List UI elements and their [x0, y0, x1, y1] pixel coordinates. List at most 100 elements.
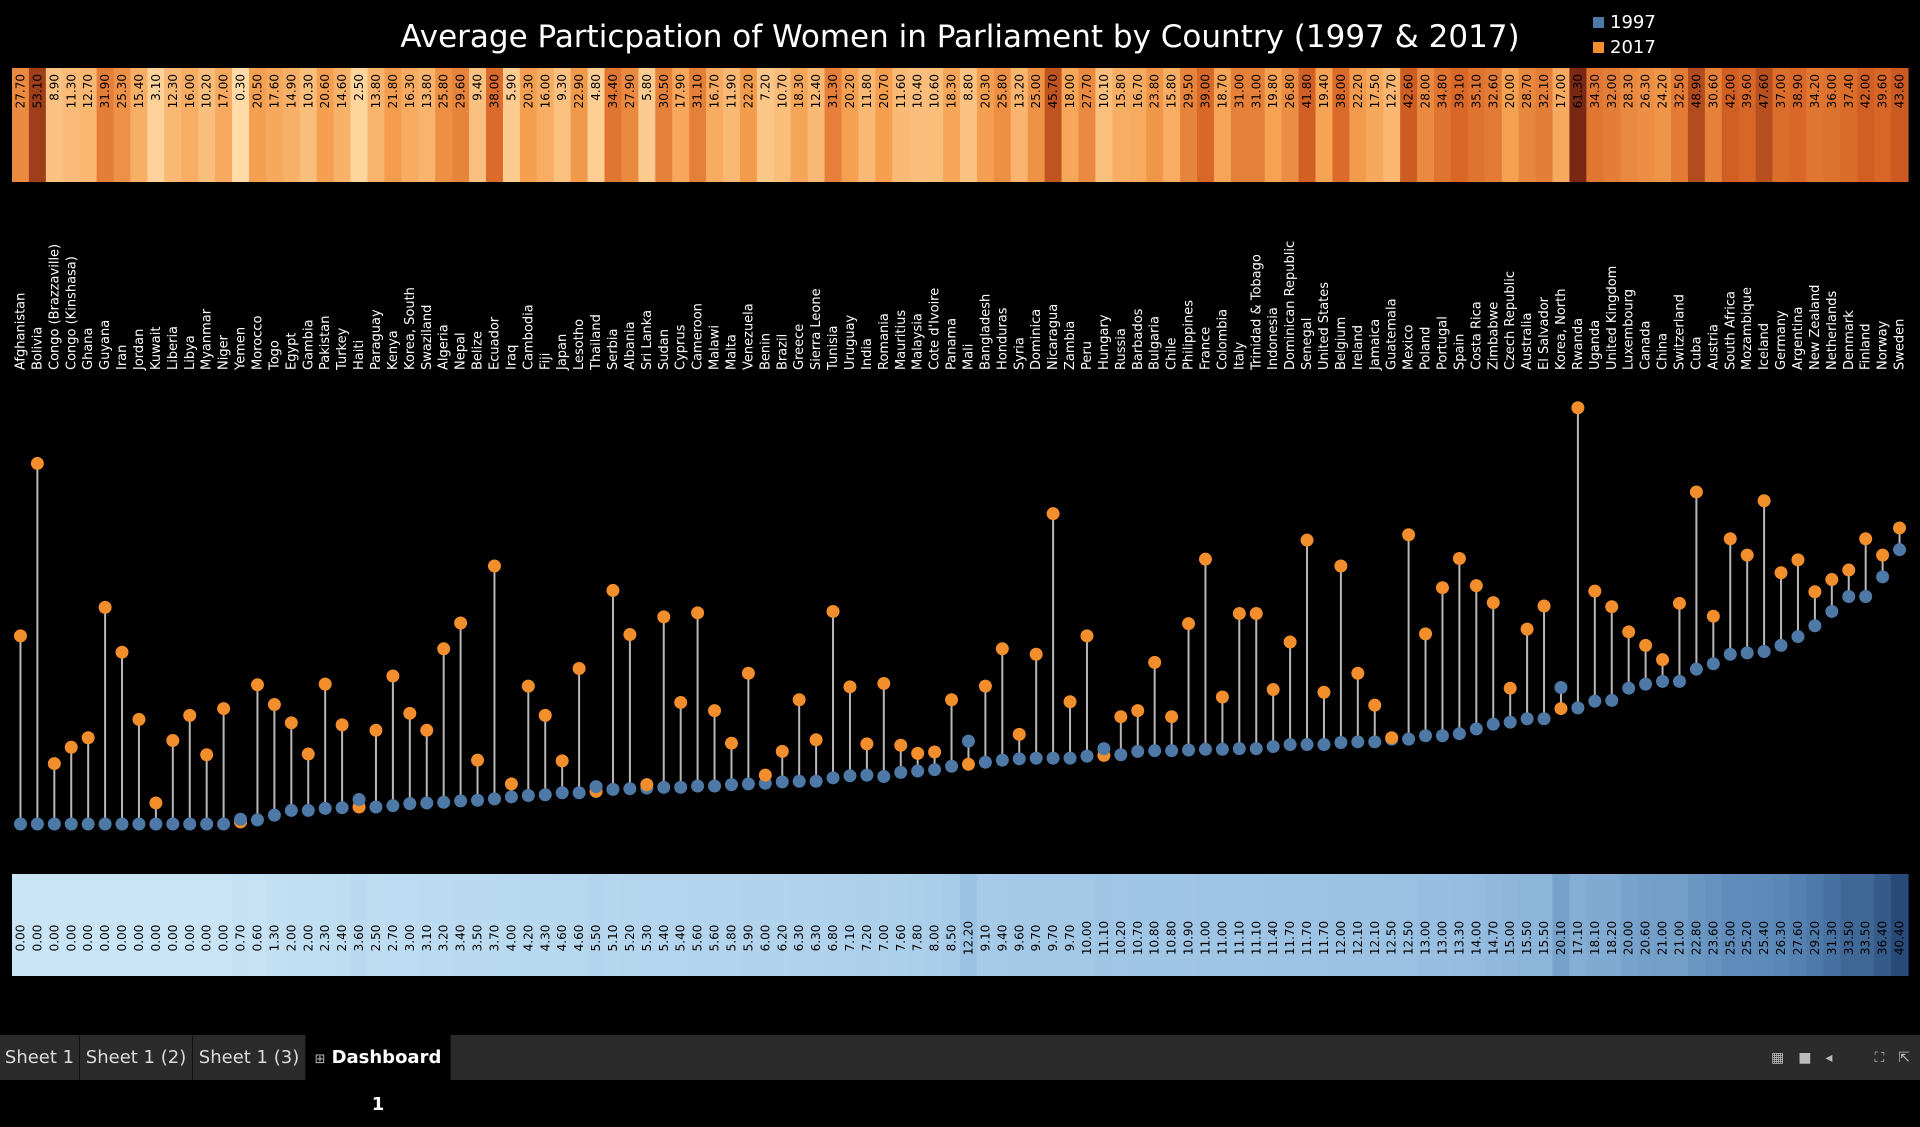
- dot-2017: [860, 737, 874, 751]
- dot-1997: [877, 769, 891, 783]
- tab-sheet-1[interactable]: Sheet 1: [0, 1035, 80, 1080]
- band-2017-label: 18.30: [792, 74, 806, 108]
- tab-sheet-1-2[interactable]: Sheet 1 (2): [80, 1035, 193, 1080]
- dumbbell-dots: [13, 401, 1907, 831]
- band-2017-cell: [1180, 68, 1198, 182]
- band-1997-cell: [1704, 874, 1723, 976]
- band-1997-cell: [1383, 874, 1401, 976]
- band-2017-label: 31.00: [1249, 74, 1263, 108]
- band-2017-cell: [773, 68, 792, 182]
- country-label: Thailand: [589, 314, 604, 371]
- band-1997-cell: [249, 874, 267, 976]
- single-view-icon[interactable]: ■: [1798, 1049, 1812, 1066]
- band-2017-label: 17.60: [267, 74, 281, 108]
- dot-1997: [894, 765, 908, 779]
- band-1997-label: 11.10: [1249, 921, 1263, 955]
- band-1997-label: 18.10: [1588, 921, 1602, 955]
- dot-1997: [1351, 735, 1365, 749]
- band-1997-label: 22.80: [1689, 921, 1703, 955]
- band-1997-cell: [1637, 874, 1655, 976]
- band-1997-cell: [1620, 874, 1638, 976]
- legend-label-2017: 2017: [1610, 37, 1656, 58]
- dot-1997: [284, 803, 298, 817]
- share-icon[interactable]: ⇱: [1898, 1049, 1910, 1066]
- band-1997-cell: [1586, 874, 1604, 976]
- country-label: Korea, South: [403, 287, 418, 370]
- band-1997-label: 10.80: [1165, 921, 1179, 955]
- band-2017-label: 2.50: [352, 74, 366, 101]
- band-2017-cell: [570, 68, 589, 182]
- band-2017-cell: [502, 68, 521, 182]
- dot-2017: [1012, 727, 1026, 741]
- country-label: Fiji: [538, 353, 553, 370]
- dot-1997: [1266, 740, 1280, 754]
- band-1997-label: 0.70: [234, 925, 248, 952]
- band-2017-label: 45.70: [1046, 74, 1060, 108]
- band-2017-label: 10.10: [1097, 74, 1111, 108]
- band-2017-label: 25.80: [995, 74, 1009, 108]
- band-1997-cell: [1044, 874, 1063, 976]
- band-1997-label: 11.00: [1215, 921, 1229, 955]
- dot-2017: [606, 583, 620, 597]
- dot-1997: [572, 786, 586, 800]
- band-2017-cell: [1467, 68, 1486, 182]
- dot-1997: [30, 817, 44, 831]
- band-2017-cell: [519, 68, 538, 182]
- band-2017-cell: [1450, 68, 1469, 182]
- dot-2017: [1317, 685, 1331, 699]
- band-2017-label: 18.70: [1215, 74, 1229, 108]
- band-2017-label: 8.90: [47, 74, 61, 101]
- dot-1997: [98, 817, 112, 831]
- band-1997-label: 6.30: [792, 925, 806, 952]
- legend-item-2017[interactable]: 2017: [1590, 35, 1710, 60]
- country-label: Yemen: [234, 327, 249, 371]
- country-label: Iran: [115, 345, 130, 370]
- band-2017-cell: [1772, 68, 1791, 182]
- tab-label: Sheet 1: [4, 1047, 75, 1068]
- band-2017-label: 31.10: [691, 74, 705, 108]
- band-1997-label: 11.70: [1317, 921, 1331, 955]
- tab-dashboard-1[interactable]: ⊞ Dashboard 1: [306, 1035, 451, 1115]
- dot-1997: [775, 775, 789, 789]
- country-label: Sierra Leone: [809, 288, 824, 370]
- presentation-view-icon[interactable]: ▦: [1770, 1049, 1785, 1066]
- band-2017-label: 22.20: [741, 74, 755, 108]
- dot-1997: [369, 800, 383, 814]
- band-2017-label: 42.00: [1859, 74, 1873, 108]
- band-1997-label: 0.00: [132, 925, 146, 952]
- legend[interactable]: 1997 2017: [1590, 10, 1710, 60]
- dumbbell-chart[interactable]: 27.70 53.10 8.90 11.30 12.70 31.90 25.30 15.40 3…: [0, 0, 1920, 1035]
- band-2017-label: 11.90: [724, 74, 738, 108]
- country-label: Panama: [945, 318, 960, 370]
- legend-item-1997[interactable]: 1997: [1590, 10, 1710, 35]
- dot-2017: [708, 704, 722, 718]
- dot-1997: [1114, 748, 1128, 762]
- band-2017-cell: [892, 68, 910, 182]
- band-1997-label: 2.00: [284, 925, 298, 952]
- band-1997-cell: [553, 874, 572, 976]
- band-2017-label: 12.70: [1385, 74, 1399, 108]
- dot-2017: [1757, 494, 1771, 508]
- dot-1997: [1198, 742, 1212, 756]
- country-label: Poland: [1419, 327, 1434, 370]
- fullscreen-icon[interactable]: ⛶: [1874, 1049, 1885, 1066]
- country-label: Colombia: [1215, 309, 1230, 370]
- legend-swatch-1997: [1593, 17, 1604, 28]
- country-label: Congo (Brazzaville): [47, 244, 62, 370]
- band-2017-cell: [1484, 68, 1503, 182]
- band-2017-cell: [1061, 68, 1080, 182]
- band-2017-label: 15.80: [1165, 74, 1179, 108]
- band-2017-cell: [1281, 68, 1300, 182]
- band-1997-cell: [1874, 874, 1892, 976]
- dot-2017: [1622, 625, 1636, 639]
- band-1997-cell: [1755, 874, 1774, 976]
- band-1997-cell: [976, 874, 995, 976]
- band-2017-cell: [1349, 68, 1367, 182]
- band-2017-cell: [1197, 68, 1215, 182]
- back-icon[interactable]: ◂: [1825, 1049, 1833, 1066]
- tab-sheet-1-3[interactable]: Sheet 1 (3): [193, 1035, 306, 1080]
- dot-2017: [47, 757, 61, 771]
- band-1997-cell: [1010, 874, 1029, 976]
- band-2017-label: 22.20: [1351, 74, 1365, 108]
- band-1997-label: 31.30: [1825, 921, 1839, 955]
